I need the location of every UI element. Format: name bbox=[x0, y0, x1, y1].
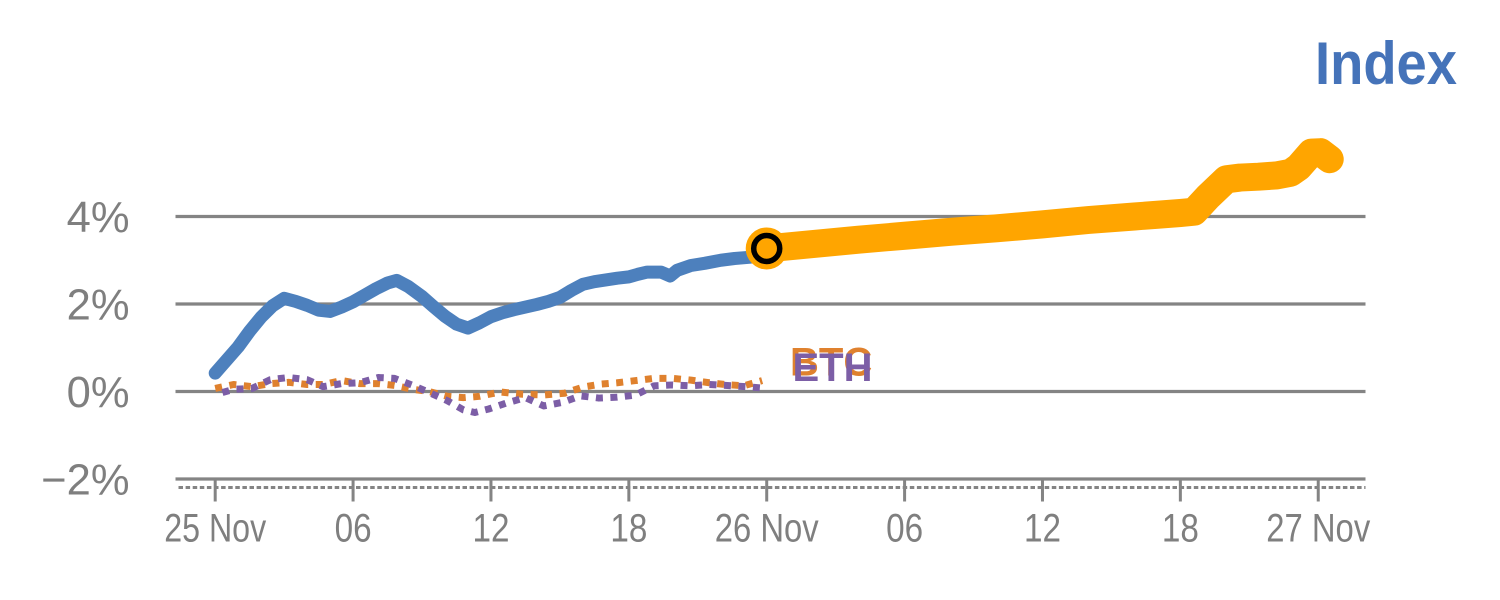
x-tick-label: 18 bbox=[1162, 507, 1199, 551]
x-axis: 25 Nov 06 12 18 26 Nov 06 12 18 27 Nov bbox=[164, 479, 1370, 551]
x-tick-label: 12 bbox=[1024, 507, 1061, 551]
series-layer bbox=[208, 138, 1344, 416]
chart-title: Index bbox=[1315, 30, 1457, 97]
x-tick-label: 06 bbox=[335, 507, 372, 551]
y-tick-label-0: 0% bbox=[67, 369, 130, 417]
x-tick-label: 18 bbox=[610, 507, 647, 551]
forecast-start-marker bbox=[750, 232, 783, 265]
series-label-eth: ETH bbox=[793, 346, 873, 390]
y-tick-label--2: −2% bbox=[41, 457, 129, 505]
x-tick-label: 25 Nov bbox=[164, 507, 266, 551]
y-tick-label-2: 2% bbox=[67, 282, 130, 330]
series-eth-line bbox=[214, 374, 763, 416]
series-index-line bbox=[208, 241, 774, 380]
grid-layer: 4% 2% 0% −2% bbox=[41, 194, 1366, 505]
x-tick-label: 27 Nov bbox=[1266, 507, 1370, 551]
x-tick-label: 26 Nov bbox=[715, 507, 819, 551]
series-index-forecast-line bbox=[752, 138, 1344, 263]
x-tick-label: 12 bbox=[472, 507, 509, 551]
series-label-btc: BTC bbox=[790, 341, 872, 385]
series-btc-line bbox=[214, 374, 764, 402]
x-tick-label: 06 bbox=[886, 507, 923, 551]
y-tick-label-4: 4% bbox=[67, 194, 130, 242]
